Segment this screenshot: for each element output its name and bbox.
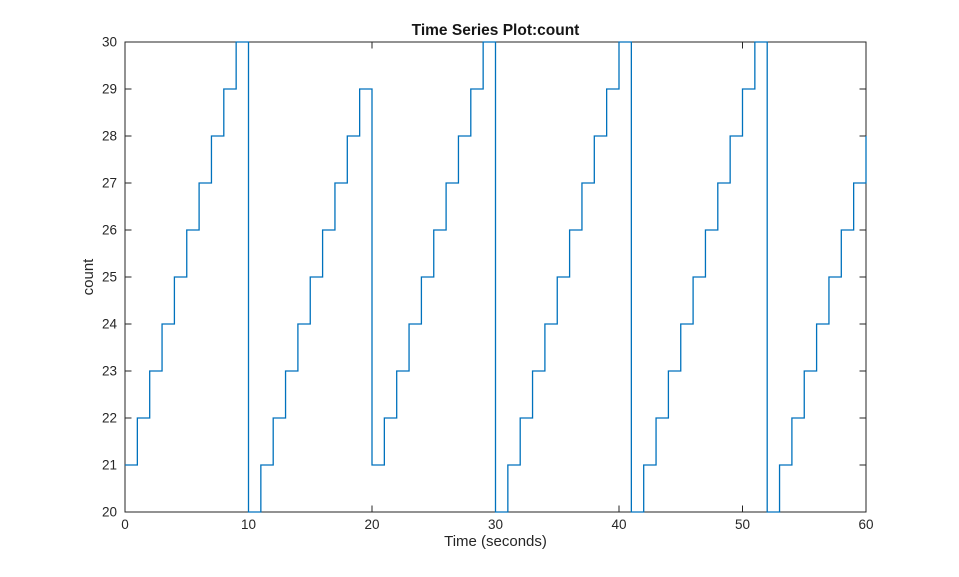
y-tick-label: 28: [102, 129, 117, 144]
chart-title: Time Series Plot:count: [412, 22, 580, 39]
x-tick-label: 0: [121, 517, 129, 532]
y-tick-label: 20: [102, 505, 117, 520]
y-axis-tick-labels: 20 21 22 23 24 25 26 27 28 29 30: [102, 35, 118, 520]
x-axis-label: Time (seconds): [444, 533, 547, 550]
y-tick-label: 24: [102, 317, 118, 332]
y-tick-label: 22: [102, 411, 117, 426]
y-axis-label: count: [80, 258, 97, 296]
y-tick-label: 26: [102, 223, 117, 238]
y-tick-label: 21: [102, 458, 117, 473]
x-tick-label: 10: [241, 517, 256, 532]
x-tick-label: 40: [611, 517, 626, 532]
x-axis-tick-labels: 0 10 20 30 40 50 60: [121, 517, 873, 532]
y-tick-label: 29: [102, 82, 117, 97]
x-tick-label: 30: [488, 517, 503, 532]
y-tick-label: 30: [102, 35, 117, 50]
y-tick-label: 25: [102, 270, 117, 285]
count-series-line: [125, 41, 867, 513]
x-tick-label: 20: [364, 517, 379, 532]
y-tick-label: 27: [102, 176, 117, 191]
x-tick-label: 60: [858, 517, 873, 532]
x-tick-label: 50: [735, 517, 750, 532]
y-tick-label: 23: [102, 364, 117, 379]
